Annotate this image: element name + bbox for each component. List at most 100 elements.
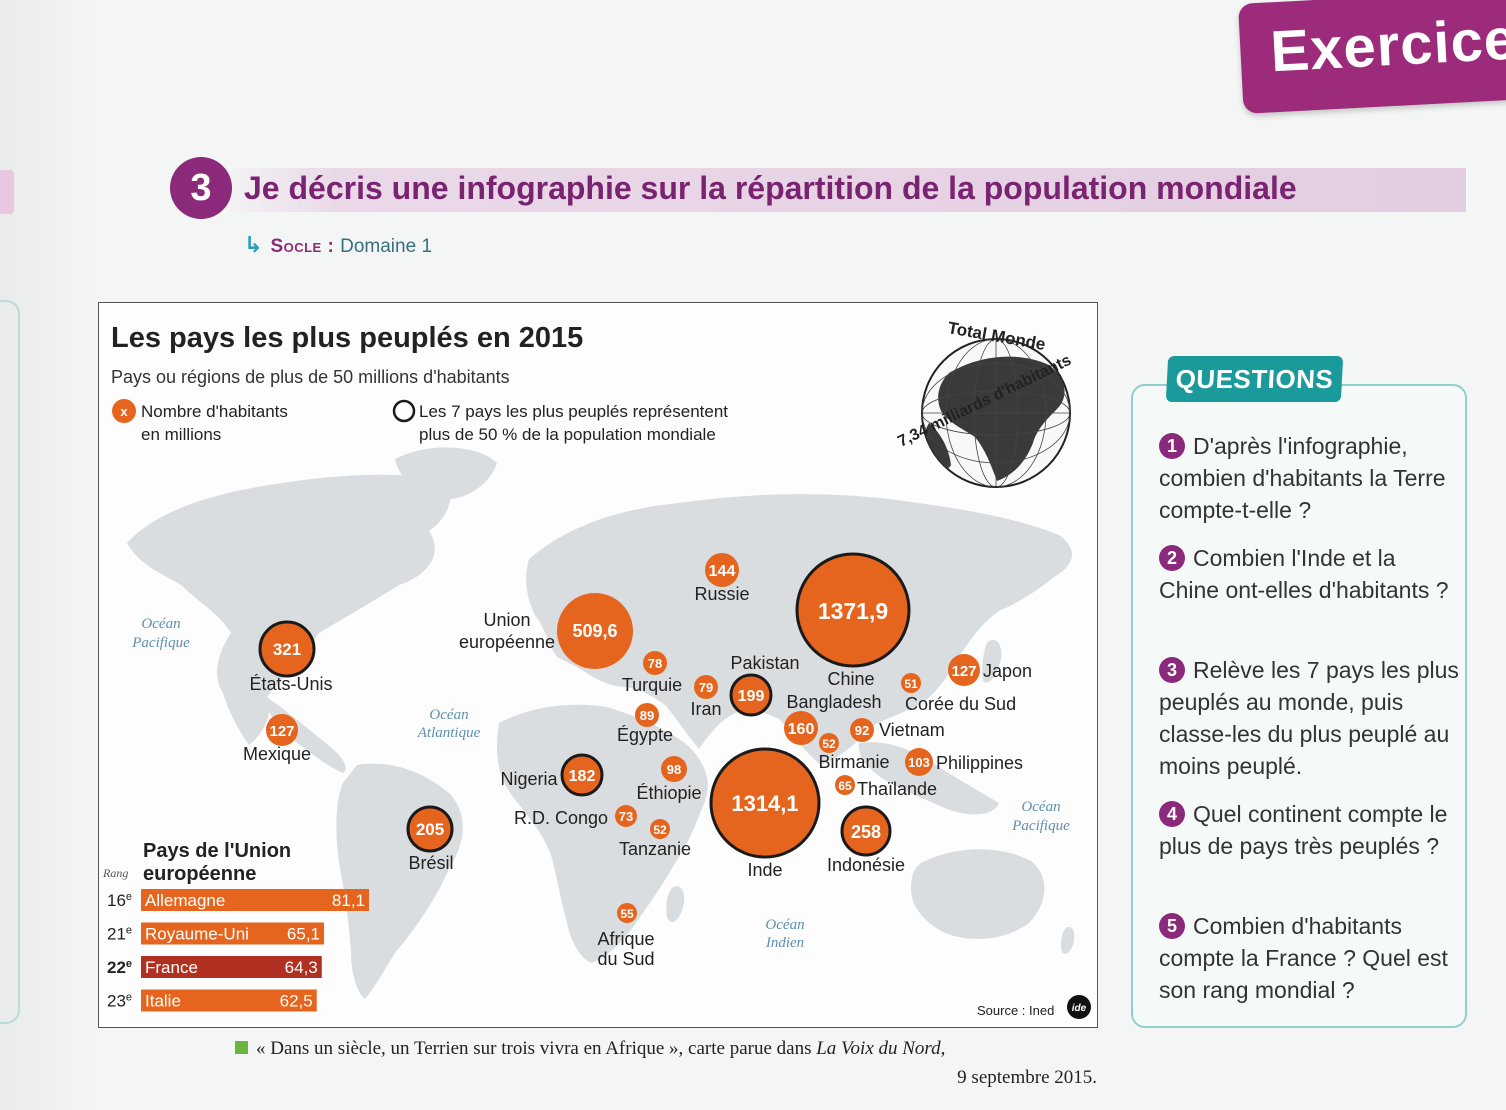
bubble-value: 65: [838, 779, 852, 793]
bubble-mexique: 127 Mexique: [243, 714, 311, 764]
bubble-bresil: 205 Brésil: [406, 805, 454, 873]
eu-bar: [141, 922, 325, 945]
caption-source: La Voix du Nord: [816, 1038, 941, 1059]
bubble-nigeria: 182 Nigeria: [500, 753, 604, 797]
bubble-indonesie: 258 Indonésie: [827, 805, 905, 875]
infographic-svg: Les pays les plus peuplés en 2015 Pays o…: [102, 318, 1091, 1019]
land-africa: [496, 704, 708, 963]
eu-table: Pays de l'Union européenne Rang 16e Allem…: [102, 840, 369, 1012]
ocean-label: Pacifique: [1011, 818, 1070, 834]
eu-rank-suffix: e: [126, 958, 132, 970]
bubble-value: 98: [667, 762, 681, 777]
eu-country-name: Royaume-Uni: [145, 925, 249, 944]
eu-rank-suffix: e: [126, 925, 132, 937]
figure-caption: « Dans un siècle, un Terrien sur trois v…: [235, 1034, 1097, 1092]
bubble-russie: 144 Russie: [694, 553, 750, 604]
question-2: 2 Combien l'Inde et la Chine ont-elles d'…: [1159, 542, 1459, 606]
country-name: Indonésie: [827, 855, 905, 875]
country-name: Turquie: [622, 675, 682, 695]
bubble-thailande: 65 Thaïlande: [835, 775, 937, 799]
land-madagascar: [666, 886, 685, 922]
country-name: Union: [483, 610, 530, 630]
arrow-return-icon: ↳: [244, 232, 263, 257]
ocean-pacific-west: Océan Pacifique: [131, 616, 190, 651]
ocean-pacific-east: Océan Pacifique: [1011, 799, 1070, 834]
question-4: 4 Quel continent compte le plus de pays t…: [1159, 798, 1459, 862]
bubble-japon: 127 Japon: [948, 654, 1032, 686]
previous-page-tab: [0, 170, 14, 214]
ocean-label: Océan: [429, 707, 468, 723]
country-name: Bangladesh: [786, 692, 881, 712]
eu-rank: 23e: [107, 992, 132, 1011]
ocean-atlantic: Océan Atlantique: [417, 707, 481, 741]
infographic: Les pays les plus peuplés en 2015 Pays o…: [98, 302, 1098, 1028]
country-name: États-Unis: [249, 674, 332, 694]
bubble-value: 52: [822, 737, 836, 751]
legend-population-line2: en millions: [141, 425, 221, 444]
eu-table-row: 23e Italie 62,5: [107, 989, 317, 1012]
land-australia: [911, 849, 1045, 939]
bubble-union-europeenne: 509,6 Union européenne: [459, 593, 633, 669]
eu-country-name: Allemagne: [145, 891, 225, 910]
eu-table-row: 16e Allemagne 81,1: [107, 889, 369, 911]
country-name: Vietnam: [879, 720, 945, 740]
bubble-chine: 1371,9 Chine: [795, 552, 911, 689]
bubble-value: 103: [908, 755, 930, 770]
land-japan: [982, 639, 1002, 683]
exercise-tab-label: Exercice: [1268, 6, 1506, 85]
country-name: Japon: [983, 661, 1032, 681]
ocean-label: Indien: [765, 935, 804, 951]
bubble-iran: 79 Iran: [690, 675, 722, 719]
question-text: Combien l'Inde et la Chine ont-elles d'h…: [1159, 545, 1449, 603]
bubble-value: 79: [699, 680, 713, 695]
questions-tag: QUESTIONS: [1165, 356, 1344, 402]
ocean-label: Océan: [765, 917, 804, 933]
bubble-bangladesh: 160 Bangladesh: [784, 692, 882, 745]
caption-date: 9 septembre 2015.: [957, 1067, 1097, 1088]
bubble-value: 51: [904, 677, 918, 691]
exercise-tab: Exercice: [1238, 0, 1506, 114]
page-gutter: [0, 0, 90, 1110]
exercise-number-badge: 3: [170, 157, 232, 219]
bubble-turquie: 78 Turquie: [622, 651, 682, 695]
country-name: Russie: [694, 584, 749, 604]
eu-table-rank-header: Rang: [102, 866, 128, 880]
bubble-ethiopie: 98 Éthiopie: [636, 756, 702, 803]
legend-top7-line1: Les 7 pays les plus peuplés représentent: [419, 402, 728, 421]
eu-country-name: Italie: [145, 992, 181, 1011]
bubble-value: 73: [619, 809, 633, 824]
country-name: Iran: [690, 699, 721, 719]
legend-population-line1: Nombre d'habitants: [141, 402, 288, 421]
bubble-value: 1314,1: [731, 791, 798, 816]
eu-country-value: 62,5: [280, 992, 313, 1011]
globe-icon: [921, 338, 1071, 488]
bubble-value: 78: [648, 656, 662, 671]
question-text: Combien d'habitants compte la France ? Q…: [1159, 913, 1448, 1003]
eu-table-title-line1: Pays de l'Union: [143, 840, 291, 862]
question-5: 5 Combien d'habitants compte la France ? …: [1159, 910, 1459, 1006]
country-name: Birmanie: [818, 752, 889, 772]
bubble-coree-du-sud: 51 Corée du Sud: [901, 673, 1016, 714]
country-name: du Sud: [597, 949, 654, 969]
country-name: Tanzanie: [619, 839, 691, 859]
ocean-indian: Océan Indien: [765, 917, 805, 951]
country-name: Thaïlande: [857, 779, 937, 799]
country-name: Égypte: [617, 725, 673, 745]
bubble-value: 199: [738, 688, 765, 705]
bubble-afrique-du-sud: 55 Afrique du Sud: [597, 903, 655, 969]
eu-bar: [141, 989, 317, 1012]
question-number: 3: [1159, 657, 1185, 683]
question-text: Relève les 7 pays les plus peuplés au mo…: [1159, 657, 1459, 779]
country-name: Pakistan: [730, 653, 799, 673]
bubble-egypte: 89 Égypte: [617, 703, 673, 745]
eu-country-name: France: [145, 958, 198, 977]
bubble-value: 127: [951, 663, 976, 680]
country-name: Philippines: [936, 753, 1023, 773]
ocean-label: Pacifique: [131, 635, 190, 651]
country-name: Chine: [827, 669, 874, 689]
country-name: Afrique: [597, 929, 654, 949]
land-greenland: [395, 447, 497, 500]
country-name: Brésil: [408, 853, 453, 873]
bubble-value: 509,6: [572, 621, 617, 641]
eu-country-value: 64,3: [285, 958, 318, 977]
